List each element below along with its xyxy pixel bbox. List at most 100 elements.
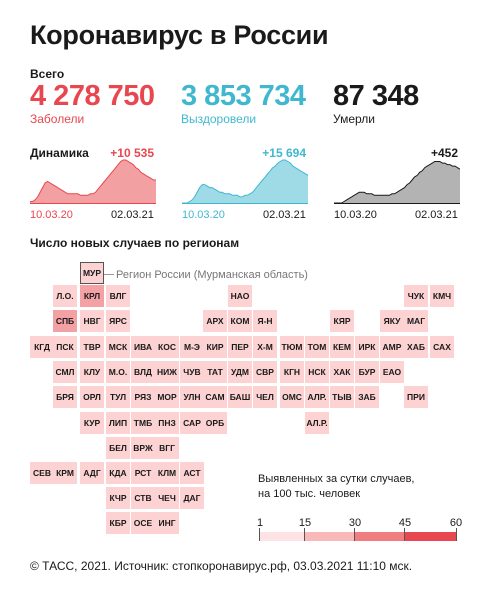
recovered-sparkline-line [182, 159, 308, 204]
region-tile: АМР [380, 336, 404, 358]
recovered-delta: +15 694 [262, 146, 306, 160]
total-recovered-value: 3 853 734 [181, 80, 306, 112]
region-tile: КРЛ [80, 285, 104, 307]
region-tile: СПБ [53, 310, 77, 332]
region-tile: МАГ [404, 310, 428, 332]
legend-label-15: 15 [298, 517, 312, 529]
region-tile: ЧУК [404, 285, 428, 307]
legend-label-30: 30 [348, 517, 362, 529]
region-tile: КЛУ [80, 361, 104, 383]
region-tile: КГН [280, 361, 304, 383]
total-recovered-label: Выздоровели [181, 112, 257, 126]
legend-tick-60 [456, 528, 457, 541]
total-deaths-label: Умерли [333, 112, 375, 126]
region-tile: АДГ [80, 462, 104, 484]
recovered-start-date: 10.03.20 [182, 209, 225, 221]
region-tile: ПСК [53, 336, 77, 358]
legend-swatch [259, 532, 304, 541]
region-tile: ИВА [131, 336, 155, 358]
region-tile: УЛН [180, 386, 204, 408]
region-tile: КРМ [53, 462, 77, 484]
region-tile: ИРК [355, 336, 379, 358]
region-tile: НАО [228, 285, 252, 307]
legend-label-45: 45 [398, 517, 412, 529]
legend-tick-45 [404, 528, 405, 541]
deaths-delta: +452 [430, 146, 458, 160]
region-tile: СВР [253, 361, 277, 383]
region-tile: ВРЖ [131, 437, 155, 459]
deaths-sparkline [334, 161, 460, 204]
region-tile: АЛ.Р. [305, 412, 329, 434]
region-tile: Я-Н [253, 310, 277, 332]
legend-tick-30 [354, 528, 355, 541]
legend-title: Выявленных за сутки случаев, на 100 тыс.… [258, 472, 415, 502]
region-tile: ТОМ [305, 336, 329, 358]
deaths-sparkline-line [334, 161, 460, 204]
region-tile: НСК [305, 361, 329, 383]
region-tile: РСТ [131, 462, 155, 484]
region-tile: СМЛ [53, 361, 77, 383]
region-tile: КОС [155, 336, 179, 358]
cases-delta: +10 535 [110, 146, 154, 160]
legend-tick-1 [259, 528, 260, 541]
region-tile: ЯКУ [380, 310, 404, 332]
region-tile: ИНГ [155, 512, 179, 534]
recovered-sparkline-area [182, 160, 308, 203]
region-tile: ВЛГ [106, 285, 130, 307]
region-tile: ХАК [330, 361, 354, 383]
region-tile: НИЖ [155, 361, 179, 383]
region-tile: ЧЕЛ [253, 386, 277, 408]
region-tile: ВГГ [155, 437, 179, 459]
region-tile: ЯРС [106, 310, 130, 332]
legend-color-scale [259, 532, 457, 541]
totals-label: Всего [30, 67, 65, 81]
deaths-start-date: 10.03.20 [334, 209, 377, 221]
regions-map-title: Число новых случаев по регионам [30, 236, 240, 250]
region-tile: КЛМ [155, 462, 179, 484]
legend-swatch [304, 532, 354, 541]
region-tile: ТЮМ [280, 336, 304, 358]
region-tile: ТМБ [131, 412, 155, 434]
region-tile: ОМС [280, 386, 304, 408]
region-tile: ОРЛ [80, 386, 104, 408]
region-tile: НВГ [80, 310, 104, 332]
region-callout-text: Регион России (Мурманская область) [116, 269, 308, 281]
region-tile: ПРИ [404, 386, 428, 408]
region-tile: КДА [106, 462, 130, 484]
recovered-end-date: 02.03.21 [263, 209, 306, 221]
total-deaths-value: 87 348 [333, 80, 419, 112]
region-tile: ЧУВ [180, 361, 204, 383]
region-tile: КОМ [228, 310, 252, 332]
region-tile: КЧР [106, 487, 130, 509]
region-tile: МСК [106, 336, 130, 358]
region-tile: БУР [355, 361, 379, 383]
region-tile: Х-М [253, 336, 277, 358]
legend-label-1: 1 [256, 517, 264, 529]
recovered-sparkline [182, 159, 308, 204]
region-tile: СЕВ [30, 462, 54, 484]
total-cases-value: 4 278 750 [30, 80, 155, 112]
region-tile: КЯР [330, 310, 354, 332]
legend-swatch [404, 532, 457, 541]
total-cases-label: Заболели [30, 112, 85, 126]
region-tile: ОСЕ [131, 512, 155, 534]
region-tile: ПЕР [228, 336, 252, 358]
region-tile: СТВ [131, 487, 155, 509]
region-tile: ДАГ [180, 487, 204, 509]
region-tile: МОР [155, 386, 179, 408]
region-tile: РЯЗ [131, 386, 155, 408]
cases-end-date: 02.03.21 [111, 209, 154, 221]
region-tile: М.О. [106, 361, 130, 383]
region-tile: МУР [80, 262, 104, 284]
region-tile: ЛИП [106, 412, 130, 434]
region-tile: ОРБ [203, 412, 227, 434]
legend-title-line2: на 100 тыс. человек [258, 488, 361, 500]
legend-swatch [354, 532, 404, 541]
region-tile: ХАБ [404, 336, 428, 358]
region-tile: ПНЗ [155, 412, 179, 434]
legend-tick-15 [304, 528, 305, 541]
cases-sparkline [30, 159, 156, 204]
footer-source: © ТАСС, 2021. Источник: стопкоронавирус.… [30, 559, 413, 573]
region-tile: КЕМ [330, 336, 354, 358]
region-tile: БЕЛ [106, 437, 130, 459]
